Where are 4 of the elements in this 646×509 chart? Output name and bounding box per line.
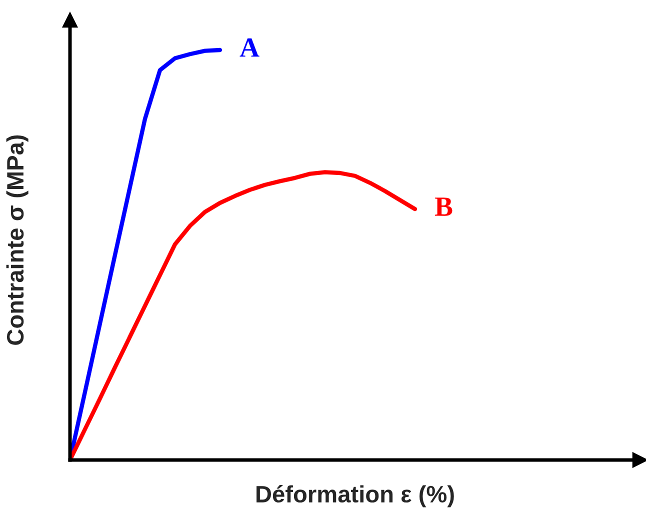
series-label: A: [240, 38, 260, 57]
series-label: B: [434, 198, 452, 216]
x-axis-title: Déformation ε (%): [256, 485, 454, 508]
y-axis-title: Contrainte σ (MPa): [6, 135, 28, 345]
